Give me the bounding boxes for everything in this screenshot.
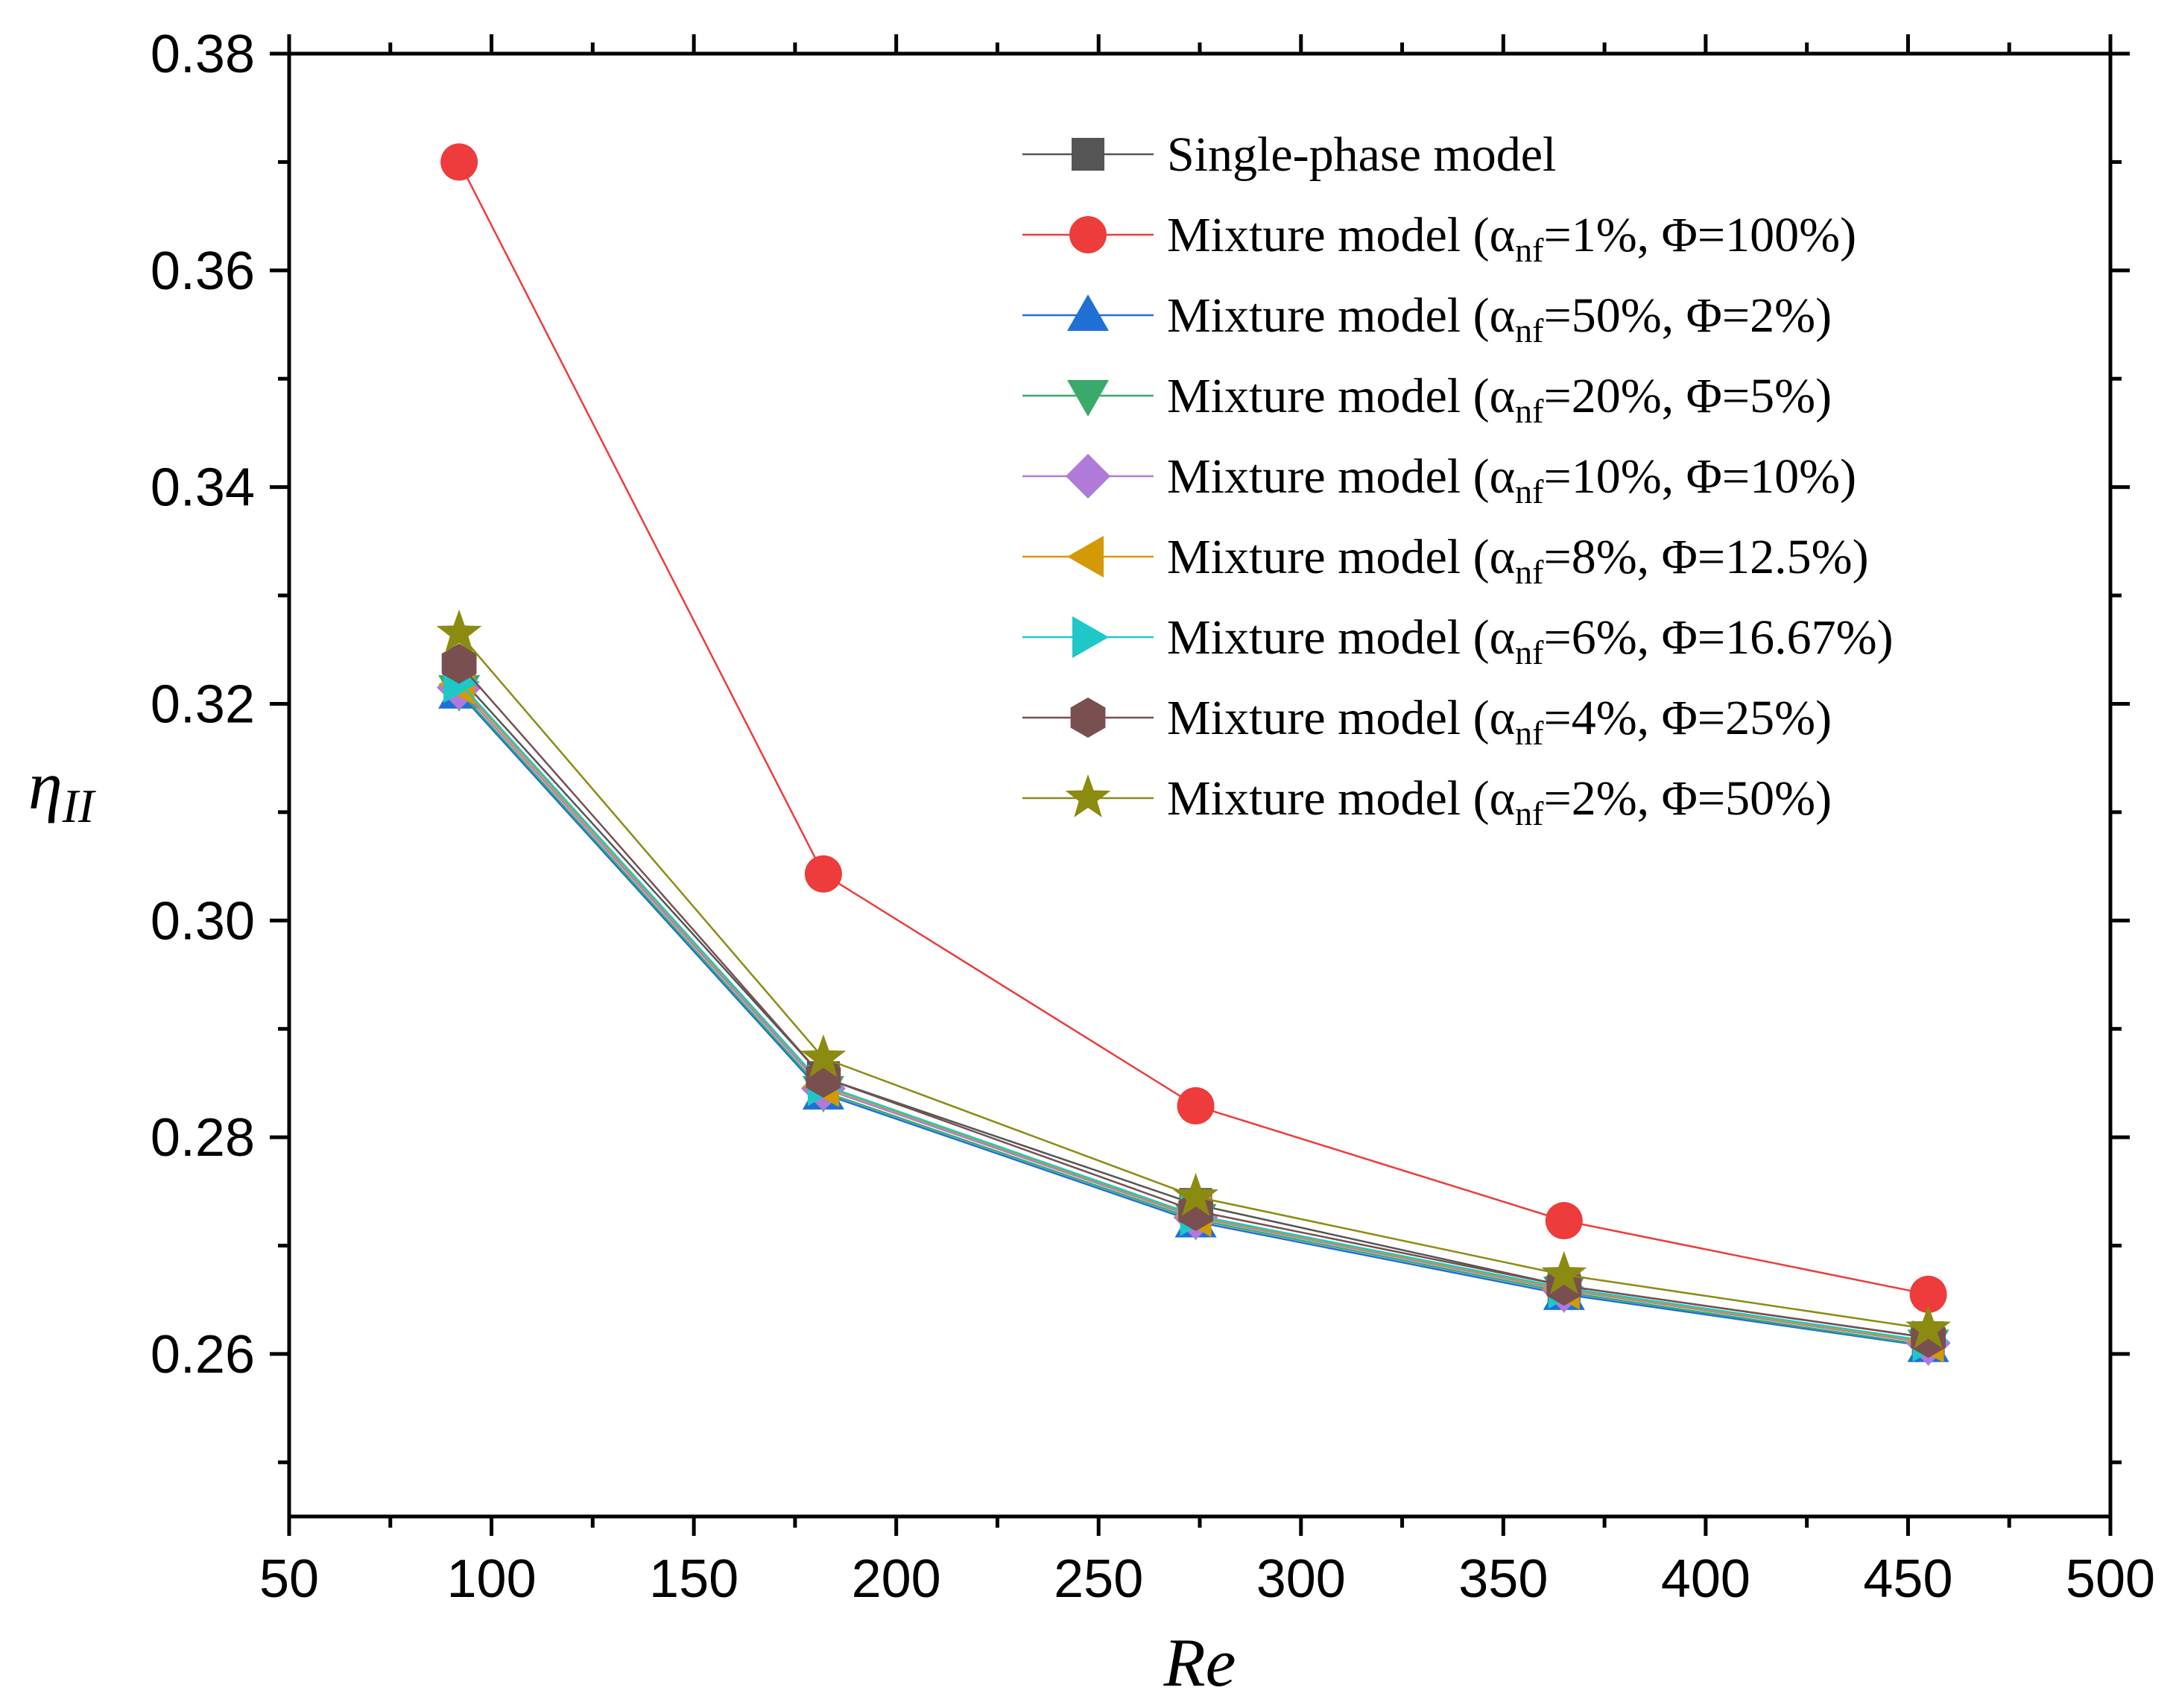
y-tick-label: 0.34 — [151, 458, 255, 518]
legend-label-text: Mixture model (α — [1167, 449, 1515, 504]
y-tick-label: 0.28 — [151, 1108, 255, 1168]
legend-item: Mixture model (αnf=10%, Φ=10%) — [1022, 449, 1856, 510]
data-point — [441, 643, 477, 684]
legend-label-subscript: nf — [1515, 311, 1544, 349]
legend-marker — [1067, 536, 1104, 578]
x-tick-label: 150 — [649, 1549, 738, 1609]
legend-label-subscript: nf — [1515, 794, 1544, 832]
data-point — [800, 1034, 847, 1078]
legend-marker — [1065, 774, 1111, 817]
legend-marker — [1067, 294, 1109, 331]
legend-label-text: Mixture model (α — [1167, 771, 1515, 826]
legend-item: Mixture model (αnf=1%, Φ=100%) — [1022, 208, 1856, 269]
y-axis-title-subscript: II — [62, 779, 96, 832]
legend-label-subscript: nf — [1515, 472, 1544, 510]
legend-label-subscript: nf — [1515, 392, 1544, 430]
legend-label: Mixture model (αnf=8%, Φ=12.5%) — [1167, 530, 1869, 591]
legend-marker — [1066, 454, 1110, 499]
x-tick-label: 200 — [852, 1549, 941, 1609]
legend-label-subscript: nf — [1515, 231, 1544, 269]
series-9 — [436, 609, 1951, 1349]
legend-label-text: =4%, Φ=25%) — [1543, 691, 1832, 745]
y-tick-label: 0.36 — [151, 241, 255, 301]
series-2 — [440, 143, 1947, 1313]
legend-label-text: Mixture model (α — [1167, 369, 1515, 423]
legend-label-text: =6%, Φ=16.67%) — [1543, 610, 1893, 665]
x-tick-label: 500 — [2066, 1549, 2155, 1609]
data-point — [1173, 1173, 1218, 1216]
legend-label-text: =20%, Φ=5%) — [1543, 369, 1832, 423]
x-tick-label: 50 — [259, 1549, 319, 1609]
legend-label-text: Single-phase model — [1167, 127, 1556, 182]
legend-item: Mixture model (αnf=2%, Φ=50%) — [1022, 771, 1832, 832]
legend-label: Mixture model (αnf=2%, Φ=50%) — [1167, 771, 1832, 832]
legend-item: Mixture model (αnf=4%, Φ=25%) — [1022, 691, 1832, 752]
x-tick-label: 400 — [1661, 1549, 1750, 1609]
data-point — [1177, 1087, 1215, 1125]
legend-item: Single-phase model — [1022, 127, 1556, 182]
legend-label-text: Mixture model (α — [1167, 530, 1515, 584]
legend-label-text: =8%, Φ=12.5%) — [1543, 530, 1868, 584]
y-tick-label: 0.30 — [151, 891, 255, 951]
data-point — [1541, 1250, 1587, 1294]
y-tick-label: 0.38 — [151, 25, 255, 84]
legend-label: Mixture model (αnf=10%, Φ=10%) — [1167, 449, 1856, 510]
legend-label-text: =50%, Φ=2%) — [1543, 288, 1832, 343]
legend-label-subscript: nf — [1515, 633, 1544, 671]
legend-label-text: Mixture model (α — [1167, 288, 1515, 343]
legend-item: Mixture model (αnf=20%, Φ=5%) — [1022, 369, 1832, 430]
legend-label: Mixture model (αnf=4%, Φ=25%) — [1167, 691, 1832, 752]
legend-marker — [1070, 698, 1106, 738]
x-tick-label: 350 — [1458, 1549, 1548, 1609]
axes-layer: 50 100 150 200 250 300 350 400 450 500 0.26 0.28 0.3… — [151, 25, 2155, 1609]
legend-label: Mixture model (αnf=6%, Φ=16.67%) — [1167, 610, 1894, 671]
legend-item: Mixture model (αnf=50%, Φ=2%) — [1022, 288, 1832, 349]
legend-marker — [1072, 138, 1104, 171]
y-axis-title: ηII — [28, 747, 96, 832]
y-tick-label: 0.32 — [151, 674, 255, 734]
x-tick-label: 100 — [446, 1549, 536, 1609]
legend-label: Mixture model (αnf=20%, Φ=5%) — [1167, 369, 1832, 430]
legend-label-text: Mixture model (α — [1167, 691, 1515, 745]
x-tick-label: 450 — [1863, 1549, 1952, 1609]
legend-label-text: =10%, Φ=10%) — [1543, 449, 1856, 504]
data-point — [1909, 1275, 1947, 1313]
data-point — [436, 609, 482, 653]
legend-item: Mixture model (αnf=8%, Φ=12.5%) — [1022, 530, 1869, 591]
legend-label: Mixture model (αnf=50%, Φ=2%) — [1167, 288, 1832, 349]
legend-item: Mixture model (αnf=6%, Φ=16.67%) — [1022, 610, 1894, 671]
data-point — [804, 855, 842, 893]
data-point — [1545, 1202, 1583, 1240]
x-tick-label: 300 — [1256, 1549, 1346, 1609]
legend-label-text: =2%, Φ=50%) — [1543, 771, 1832, 826]
legend-label-subscript: nf — [1515, 553, 1544, 591]
legend-marker — [1069, 216, 1107, 253]
x-axis-title: Re — [1163, 1625, 1236, 1701]
legend-label-subscript: nf — [1515, 714, 1544, 752]
data-point — [1905, 1305, 1951, 1349]
legend-label-text: =1%, Φ=100%) — [1543, 208, 1856, 262]
legend-label: Mixture model (αnf=1%, Φ=100%) — [1167, 208, 1856, 269]
y-tick-label: 0.26 — [151, 1325, 255, 1385]
x-tick-label: 250 — [1054, 1549, 1143, 1609]
data-point — [440, 143, 478, 181]
y-axis-title-base: η — [28, 747, 63, 823]
legend-marker — [1072, 616, 1109, 658]
legend-label-text: Mixture model (α — [1167, 610, 1515, 665]
legend-label-text: Mixture model (α — [1167, 208, 1515, 262]
legend-marker — [1067, 380, 1109, 417]
legend-label: Single-phase model — [1167, 127, 1556, 182]
series-layer — [436, 143, 1951, 1367]
